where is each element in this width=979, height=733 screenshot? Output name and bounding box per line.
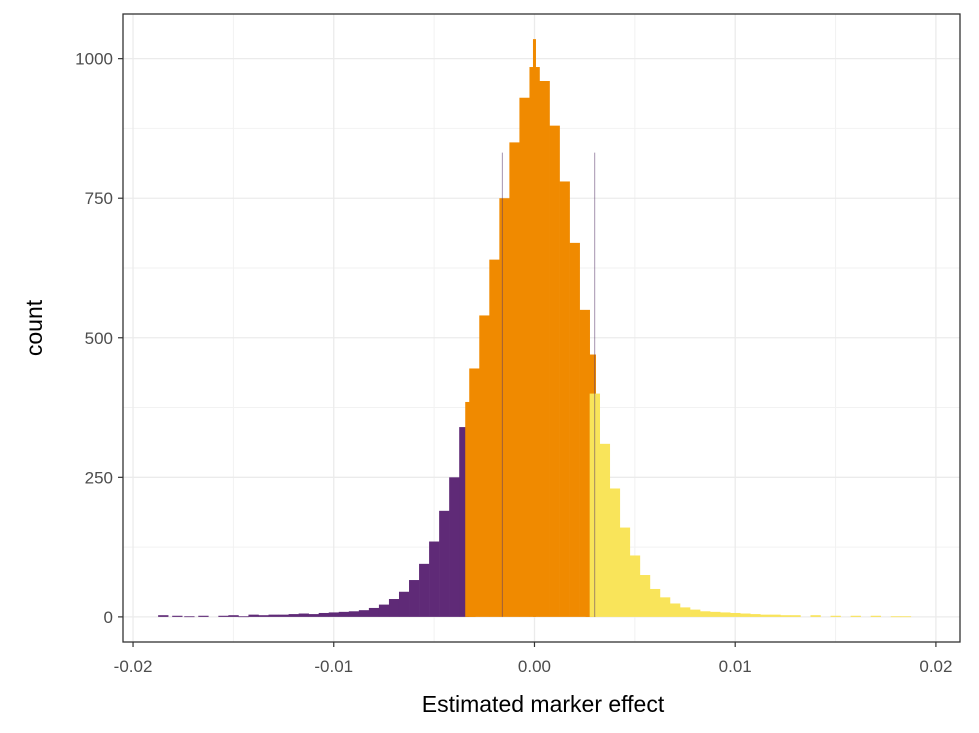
histogram-bar xyxy=(639,575,651,617)
histogram-bar xyxy=(499,198,510,617)
y-tick-label: 500 xyxy=(85,329,113,348)
histogram-bar xyxy=(388,599,400,617)
histogram-bar xyxy=(318,612,330,617)
histogram-bar xyxy=(429,541,440,617)
histogram-bar xyxy=(184,616,195,618)
panel-border xyxy=(122,13,961,643)
x-tick-label: -0.01 xyxy=(314,657,353,676)
histogram-bar xyxy=(358,610,370,617)
histogram-bar xyxy=(449,477,460,617)
histogram-bar xyxy=(419,563,430,617)
histogram-bar xyxy=(398,591,410,617)
histogram-bar xyxy=(810,615,821,617)
histogram-bar xyxy=(238,616,249,618)
histogram-bar xyxy=(669,603,681,617)
histogram-bar xyxy=(900,616,912,618)
histogram-bar-peak xyxy=(532,39,536,617)
histogram-bar xyxy=(509,142,520,617)
y-tick-label: 0 xyxy=(104,608,113,627)
histogram-bar xyxy=(710,611,721,617)
histogram-bar xyxy=(469,368,480,617)
x-tick-label: 0.02 xyxy=(919,657,952,676)
histogram-bar xyxy=(218,615,229,617)
histogram-bar xyxy=(830,615,841,617)
y-tick-label: 250 xyxy=(85,468,113,487)
histogram-bar xyxy=(368,607,380,617)
histogram-bar xyxy=(172,615,183,617)
histogram-bar xyxy=(258,615,269,617)
y-tick-label: 750 xyxy=(85,189,113,208)
histogram-bar xyxy=(850,615,861,617)
histogram-bar xyxy=(479,315,490,617)
histogram-bar xyxy=(559,181,570,617)
histogram-bar xyxy=(519,97,530,617)
histogram-bar xyxy=(549,125,560,617)
histogram-bar xyxy=(338,611,350,617)
histogram-bar xyxy=(228,615,239,617)
histogram-bar xyxy=(740,613,751,617)
histogram-bar xyxy=(649,588,661,617)
x-axis-title: Estimated marker effect xyxy=(422,691,665,717)
histogram-bar xyxy=(579,309,590,617)
histogram-bar xyxy=(268,614,279,617)
histogram-bar xyxy=(890,616,902,618)
histogram-bar xyxy=(619,527,631,617)
histogram-bar xyxy=(308,614,320,617)
histogram-bar xyxy=(288,614,299,617)
histogram-bar xyxy=(489,259,500,617)
histogram-bar xyxy=(730,612,741,617)
histogram-bar xyxy=(599,443,611,617)
histogram-bar xyxy=(679,607,691,617)
histogram-bar xyxy=(278,614,289,617)
histogram-bar xyxy=(720,612,731,617)
histogram-bar xyxy=(158,615,169,617)
histogram-bar xyxy=(348,611,360,617)
histogram-bar xyxy=(409,580,420,617)
histogram-bar xyxy=(790,615,801,617)
histogram-bar xyxy=(198,615,209,617)
x-tick-label: 0.00 xyxy=(518,657,551,676)
histogram-bar xyxy=(780,615,791,617)
histogram-bar xyxy=(328,612,340,617)
y-axis-title: count xyxy=(21,299,47,356)
histogram-bar xyxy=(700,611,711,617)
histogram-bar xyxy=(378,604,390,617)
y-tick-label: 1000 xyxy=(75,50,113,69)
histogram-bar xyxy=(690,609,701,617)
histogram-bar xyxy=(459,427,470,617)
histogram-bar xyxy=(760,614,771,617)
histogram-bar xyxy=(248,614,259,617)
histogram-bar xyxy=(770,614,781,617)
histogram-bar xyxy=(439,510,450,617)
x-tick-label: -0.02 xyxy=(114,657,153,676)
histogram-bar xyxy=(659,597,671,617)
histogram-bar xyxy=(609,488,621,617)
histogram-bar xyxy=(298,613,309,617)
x-tick-label: 0.01 xyxy=(719,657,752,676)
histogram-bar xyxy=(870,615,882,617)
histogram-bar xyxy=(750,614,761,617)
histogram-bar xyxy=(569,242,580,617)
histogram-bar xyxy=(629,555,641,617)
histogram-bar xyxy=(539,80,550,617)
